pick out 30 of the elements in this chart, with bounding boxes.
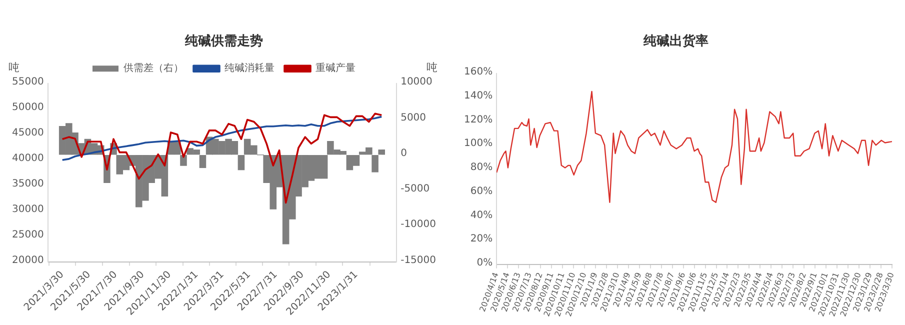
y-tick-label: 25000 [12,229,44,240]
legend-label: 纯碱消耗量 [224,62,274,74]
y-tick-label: 50000 [12,102,44,114]
y-tick-label: 40% [470,210,493,221]
y-tick-label: 140% [464,90,493,102]
y-tick-label: 100% [464,138,493,150]
y-tick-label: 40000 [12,153,44,164]
legend-label: 重碱产量 [316,62,356,74]
y-tick-label: 80% [470,162,493,174]
y2-tick-label: -10000 [400,219,436,230]
legend-label: 供需差（右） [124,62,184,74]
y-tick-label: 60% [470,186,493,197]
y2-tick-label: 0 [400,148,407,159]
y-axis-title: 吨 [8,60,20,74]
y-tick-label: 45000 [12,128,44,139]
chart-title: 纯碱出货率 [642,33,708,50]
y2-axis-title: 吨 [426,60,438,74]
y-tick-label: 35000 [12,178,44,190]
y-tick-label: 0% [476,257,493,268]
y-tick-label: 30000 [12,204,44,215]
y2-tick-label: -15000 [400,254,436,266]
y-tick-label: 20% [470,234,493,245]
y-tick-label: 120% [464,114,493,126]
y2-tick-label: -5000 [400,184,430,195]
y2-tick-label: 10000 [400,76,432,88]
y-tick-label: 160% [464,66,493,78]
y-tick-label: 55000 [12,76,44,88]
y2-tick-label: 5000 [400,112,426,124]
chart-title: 纯碱供需走势 [184,33,263,50]
y-tick-label: 20000 [12,254,44,266]
